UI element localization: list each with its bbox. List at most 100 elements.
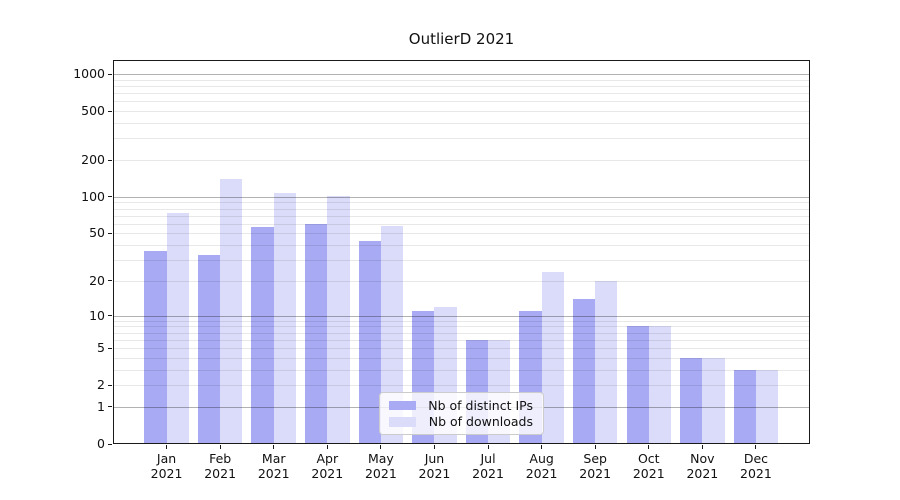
major-gridline xyxy=(113,315,810,317)
y-tick-label: 20 xyxy=(89,272,105,288)
bar-distinct-ips-may xyxy=(358,241,381,444)
y-tick-label: 0 xyxy=(97,436,105,451)
minor-gridline xyxy=(113,233,810,235)
legend-entry-distinct-ips: Nb of distinct IPs xyxy=(389,397,533,414)
y-tick-label: 5 xyxy=(97,340,105,356)
x-tick-label: Aug 2021 xyxy=(525,451,558,481)
legend-label-downloads: Nb of downloads xyxy=(428,414,533,430)
major-gridline xyxy=(113,196,810,198)
y-tick-label: 10 xyxy=(89,307,105,323)
x-tick-mark xyxy=(755,445,757,449)
x-tick-mark xyxy=(433,445,435,449)
y-tick-mark xyxy=(108,443,112,445)
x-tick-label: Nov 2021 xyxy=(686,451,719,481)
y-tick-mark xyxy=(108,280,112,282)
minor-gridline xyxy=(113,160,810,161)
x-tick-mark xyxy=(166,445,168,449)
x-tick-mark xyxy=(326,445,328,449)
bar-downloads-may xyxy=(380,225,404,444)
minor-gridline xyxy=(113,280,810,282)
chart-title: OutlierD 2021 xyxy=(408,30,515,48)
x-tick-label: Dec 2021 xyxy=(740,451,772,481)
bar-distinct-ips-feb xyxy=(197,255,221,444)
bar-downloads-feb xyxy=(220,178,243,444)
x-tick-label: Oct 2021 xyxy=(632,451,665,481)
minor-gridline xyxy=(113,111,810,113)
y-tick-label: 500 xyxy=(81,103,105,119)
bar-distinct-ips-oct xyxy=(626,326,649,444)
minor-gridline xyxy=(113,215,810,217)
x-tick-mark xyxy=(487,445,489,449)
minor-gridline xyxy=(113,320,810,322)
x-tick-label: Jan 2021 xyxy=(150,451,183,481)
minor-gridline xyxy=(113,123,810,125)
x-tick-label: May 2021 xyxy=(364,451,397,481)
x-tick-label: Mar 2021 xyxy=(257,451,290,481)
x-tick-mark xyxy=(541,445,543,449)
bar-downloads-sep xyxy=(595,280,618,444)
x-tick-label: Jun 2021 xyxy=(418,451,451,481)
minor-gridline xyxy=(113,93,810,95)
minor-gridline xyxy=(113,260,810,262)
y-tick-label: 50 xyxy=(89,225,105,241)
x-tick-mark xyxy=(380,445,382,449)
minor-gridline xyxy=(113,332,810,334)
legend-swatch-downloads xyxy=(389,417,416,427)
minor-gridline xyxy=(113,357,810,359)
bar-downloads-apr xyxy=(327,195,350,444)
bar-downloads-mar xyxy=(273,192,296,444)
y-tick-mark xyxy=(108,73,112,75)
y-tick-label: 2 xyxy=(97,377,105,393)
legend-label-distinct-ips: Nb of distinct IPs xyxy=(428,397,533,413)
y-tick-mark xyxy=(108,384,112,386)
minor-gridline xyxy=(113,348,810,350)
x-tick-label: Jul 2021 xyxy=(472,451,504,481)
bar-distinct-ips-apr xyxy=(305,223,328,444)
x-tick-label: Sep 2021 xyxy=(579,451,612,481)
bar-distinct-ips-mar xyxy=(251,227,274,444)
y-tick-label: 100 xyxy=(81,188,105,204)
minor-gridline xyxy=(113,138,810,140)
x-tick-mark xyxy=(701,445,703,449)
y-tick-mark xyxy=(108,196,112,198)
y-tick-mark xyxy=(108,315,112,317)
legend-entry-downloads: Nb of downloads xyxy=(389,414,533,431)
y-tick-label: 1 xyxy=(97,398,105,414)
bar-distinct-ips-dec xyxy=(733,369,756,444)
minor-gridline xyxy=(113,208,810,210)
legend-swatch-distinct-ips xyxy=(389,400,416,410)
minor-gridline xyxy=(113,385,810,387)
x-tick-mark xyxy=(219,445,221,449)
minor-gridline xyxy=(113,85,810,87)
bar-distinct-ips-jan xyxy=(144,250,167,444)
minor-gridline xyxy=(113,223,810,225)
minor-gridline xyxy=(113,101,810,103)
y-tick-mark xyxy=(108,159,112,161)
bar-downloads-aug xyxy=(541,271,564,444)
minor-gridline xyxy=(113,79,810,81)
legend: Nb of distinct IPs Nb of downloads xyxy=(379,392,544,435)
x-tick-mark xyxy=(273,445,275,449)
bar-downloads-nov xyxy=(702,357,725,444)
major-gridline xyxy=(113,74,810,76)
x-tick-label: Apr 2021 xyxy=(311,451,344,481)
bar-distinct-ips-nov xyxy=(680,357,703,444)
bar-downloads-oct xyxy=(648,326,671,444)
minor-gridline xyxy=(113,202,810,204)
y-tick-mark xyxy=(108,110,112,112)
y-tick-mark xyxy=(108,406,112,408)
minor-gridline xyxy=(113,326,810,328)
y-tick-mark xyxy=(108,347,112,349)
bar-downloads-dec xyxy=(755,369,779,444)
minor-gridline xyxy=(113,369,810,371)
x-tick-label: Feb 2021 xyxy=(204,451,237,481)
minor-gridline xyxy=(113,245,810,247)
y-tick-mark xyxy=(108,232,112,234)
y-tick-label: 200 xyxy=(81,152,105,167)
x-tick-mark xyxy=(594,445,596,449)
bar-downloads-jan xyxy=(166,212,189,444)
minor-gridline xyxy=(113,339,810,341)
x-tick-mark xyxy=(648,445,650,449)
bar-distinct-ips-sep xyxy=(572,298,596,444)
